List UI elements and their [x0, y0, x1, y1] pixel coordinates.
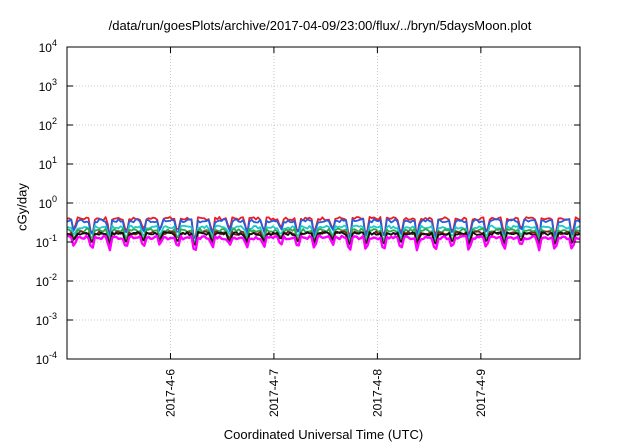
series-line: [66, 224, 581, 243]
y-tick-label: 101: [39, 155, 57, 172]
grid: [67, 47, 580, 359]
y-tick-label: 100: [39, 194, 57, 211]
y-tick-label: 10-2: [36, 272, 57, 289]
y-axis-label: cGy/day: [14, 183, 30, 231]
y-tick-label: 103: [39, 77, 57, 94]
x-tick-label: 2017-4-7: [267, 369, 281, 417]
x-tick-label: 2017-4-8: [370, 369, 384, 417]
chart-title: /data/run/goesPlots/archive/2017-04-09/2…: [108, 18, 532, 33]
ticks: 104 103 102 101 100 10-1 10-2 10-3 10-4 2017-4-6 2…: [36, 38, 580, 417]
series-line: [66, 234, 581, 252]
series-line: [66, 218, 581, 241]
plot-frame: [66, 46, 581, 360]
y-tick-label: 10-1: [36, 233, 57, 250]
y-tick-label: 10-4: [36, 350, 57, 367]
y-tick-label: 10-3: [36, 311, 57, 328]
x-tick-label: 2017-4-6: [163, 369, 177, 417]
x-axis-label: Coordinated Universal Time (UTC): [223, 427, 424, 442]
y-tick-label: 104: [39, 38, 57, 55]
series-line: [66, 231, 581, 247]
x-tick-label: 2017-4-9: [474, 369, 488, 417]
y-tick-label: 102: [39, 116, 57, 133]
series-layer: [66, 216, 581, 252]
